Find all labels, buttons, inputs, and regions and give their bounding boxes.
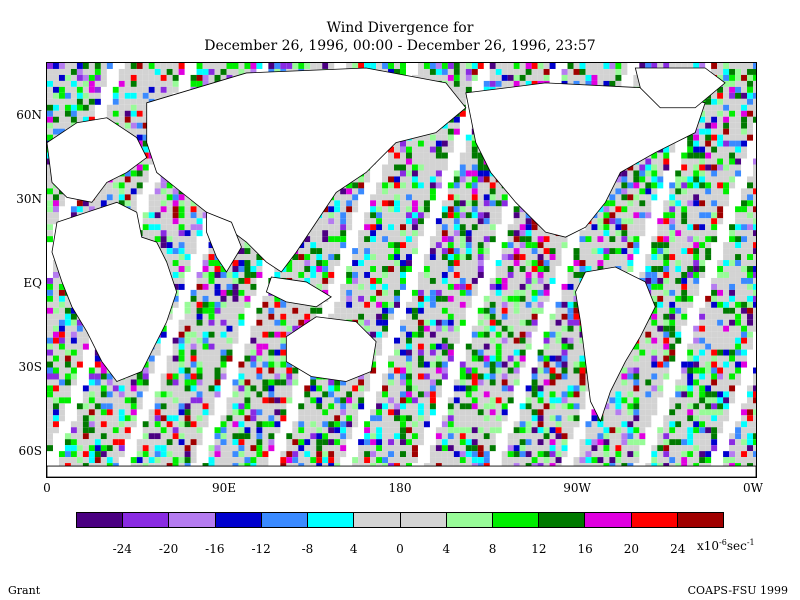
colorbar-tick-label: 8	[488, 542, 497, 556]
europe-landmass	[47, 117, 148, 203]
lon-label-0w: 0W	[743, 481, 763, 495]
colorbar-tick-label: 4	[442, 542, 451, 556]
map-title-line1: Wind Divergence for	[326, 20, 474, 36]
south-america-landmass	[575, 266, 656, 423]
colorbar-units: x10-6sec-1	[697, 538, 755, 553]
colorbar-swatch	[308, 513, 355, 527]
lat-label-30s: 30S	[18, 360, 43, 374]
colorbar-swatch	[215, 513, 262, 527]
colorbar-tick-label: 24	[670, 542, 686, 556]
colorbar-swatch	[169, 513, 216, 527]
colorbar-tick-label: -24	[112, 542, 132, 556]
colorbar-swatch	[631, 513, 678, 527]
map-canvas	[47, 63, 756, 477]
colorbar-swatch	[354, 513, 401, 527]
india-landmass	[206, 211, 242, 273]
antarctica-landmass	[47, 465, 756, 477]
lon-label-90e: 90E	[211, 481, 237, 495]
australia-landmass	[285, 316, 377, 382]
lat-label-60n: 60N	[16, 108, 42, 122]
lon-label-180: 180	[388, 481, 412, 495]
colorbar-swatch	[446, 513, 493, 527]
colorbar-tick-label: 12	[531, 542, 547, 556]
africa-landmass	[51, 201, 178, 382]
lon-label-90w: 90W	[563, 481, 591, 495]
author-label: Grant	[8, 584, 41, 597]
colorbar-swatch	[77, 513, 124, 527]
colorbar-tick-label: -16	[205, 542, 225, 556]
indonesia-landmass	[265, 276, 332, 308]
colorbar-tick-label: 20	[623, 542, 640, 556]
lat-label-eq: EQ	[23, 276, 42, 290]
colorbar-tick-label: -20	[158, 542, 179, 556]
credit-label: COAPS-FSU 1999	[687, 584, 788, 597]
lon-label-0: 0	[43, 481, 51, 495]
colorbar-swatch	[539, 513, 586, 527]
colorbar-tick-label: 16	[577, 542, 593, 556]
map-title-line2: December 26, 1996, 00:00 - December 26, …	[204, 38, 596, 54]
colorbar-tick-label: -12	[251, 542, 271, 556]
colorbar-tick-label: 4	[349, 542, 358, 556]
colorbar-swatch	[677, 513, 724, 527]
colorbar-tick-label: 0	[396, 542, 404, 556]
lat-label-60s: 60S	[18, 444, 43, 458]
wind-divergence-map	[46, 62, 757, 478]
lat-label-30n: 30N	[16, 192, 42, 206]
colorbar-swatch	[123, 513, 170, 527]
greenland-landmass	[634, 67, 726, 109]
colorbar-tick-label: -8	[301, 542, 314, 556]
colorbar-swatch	[492, 513, 540, 527]
colorbar-swatch	[261, 513, 309, 527]
colorbar-swatch	[585, 513, 632, 527]
colorbar	[76, 512, 724, 528]
colorbar-swatch	[400, 513, 447, 527]
